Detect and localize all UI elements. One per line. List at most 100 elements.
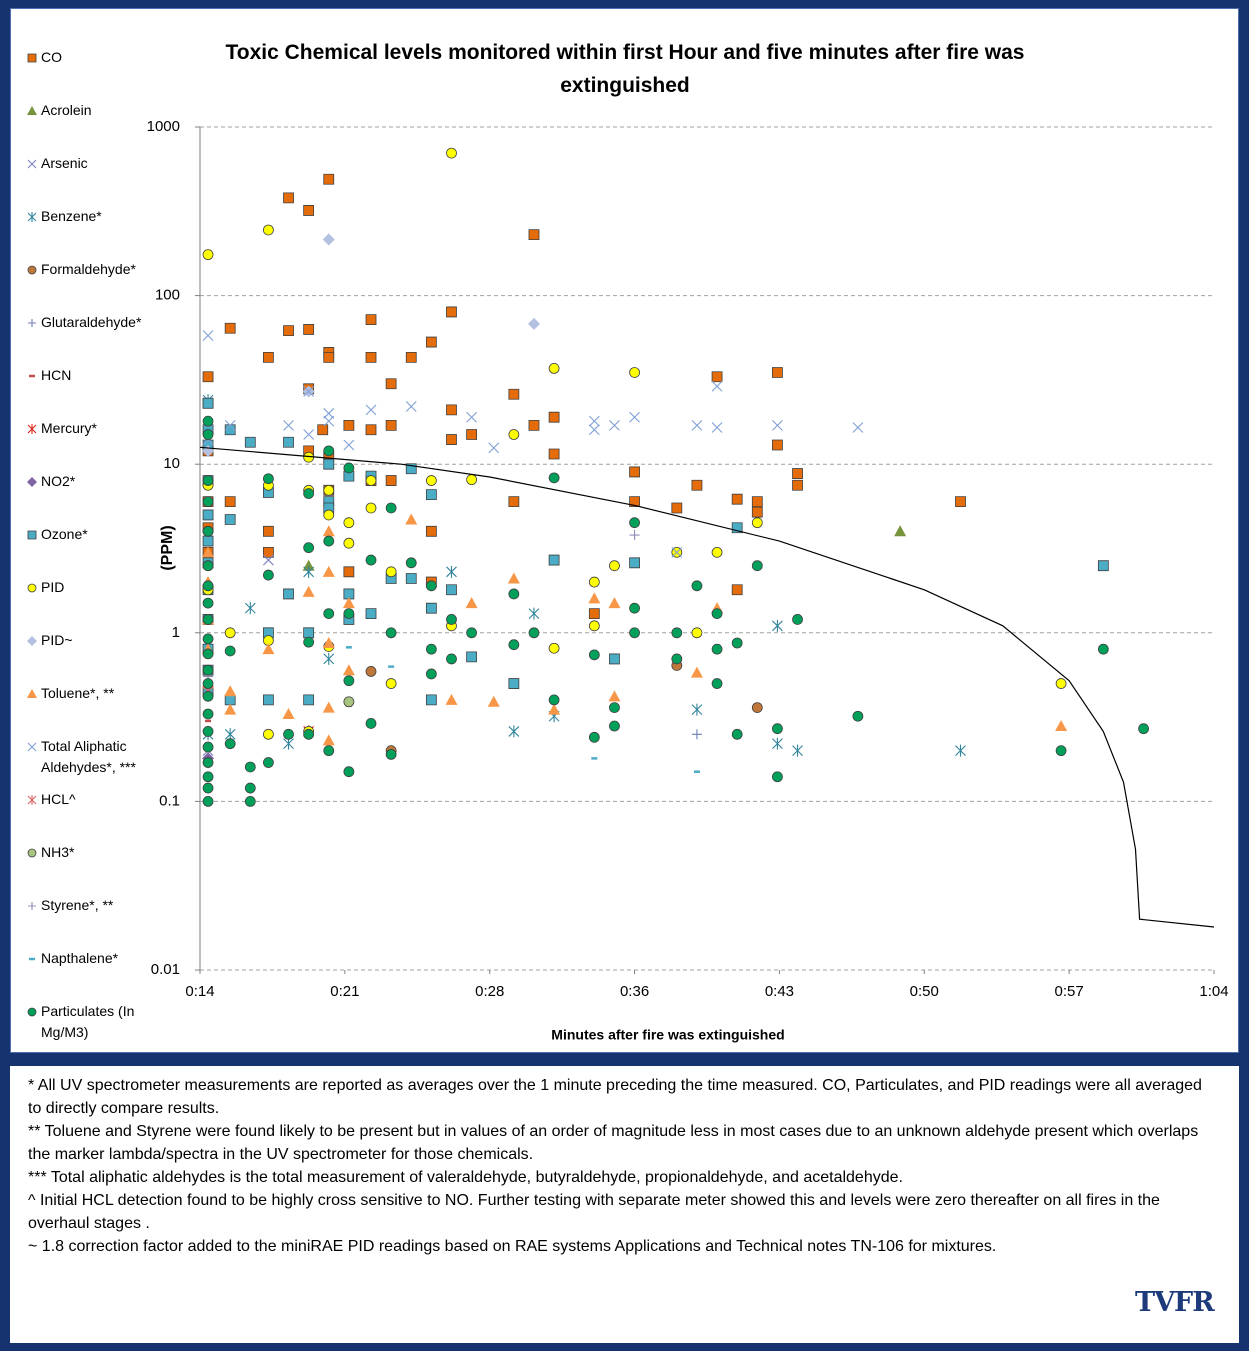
data-point: [202, 796, 214, 807]
legend-item: Acrolein: [26, 100, 144, 121]
data-point: [711, 371, 723, 383]
data-point: [548, 694, 560, 706]
data-point: [283, 728, 294, 740]
legend-item: Toluene*, **: [26, 683, 144, 704]
legend-item: Benzene*: [26, 206, 144, 227]
data-point: [548, 703, 561, 715]
legend-marker-shape: [27, 212, 37, 222]
legend-item: Napthalene*: [26, 948, 144, 969]
data-point: [343, 696, 355, 708]
data-point: [425, 602, 437, 614]
legend-marker: [27, 265, 37, 275]
data-point: [343, 766, 355, 778]
legend-marker-shape: [27, 1007, 37, 1017]
legend-label: NO2*: [41, 473, 76, 489]
data-point: [385, 419, 397, 431]
data-point: [202, 614, 214, 625]
data-point: [202, 415, 214, 427]
data-point: [1055, 720, 1068, 732]
data-point: [385, 378, 397, 390]
data-point: [343, 566, 355, 578]
note: ^ Initial HCL detection found to be high…: [28, 1192, 1160, 1232]
data-point: [365, 666, 377, 677]
legend-marker-shape: [27, 265, 37, 275]
data-point: [629, 367, 640, 378]
data-point: [1055, 678, 1067, 689]
data-point: [588, 424, 600, 436]
data-point: [302, 559, 315, 571]
data-point: [224, 424, 236, 436]
data-point: [772, 723, 783, 734]
data-point: [425, 694, 437, 706]
data-point: [365, 351, 377, 363]
data-point: [263, 627, 274, 639]
data-point: [202, 580, 214, 592]
data-point: [690, 666, 703, 678]
x-tick-label: 0:28: [475, 983, 504, 1000]
data-point: [202, 535, 214, 547]
data-point: [202, 633, 214, 645]
data-point: [731, 728, 743, 740]
data-point: [365, 554, 377, 566]
data-point: [508, 678, 520, 689]
data-point: [446, 404, 457, 416]
data-point: [323, 408, 335, 419]
legend-label: PID~: [41, 632, 73, 648]
data-point: [202, 509, 214, 521]
legend-marker-shape: [27, 159, 37, 169]
legend-item: PID~: [26, 630, 144, 651]
data-point: [955, 496, 966, 508]
data-point: [385, 749, 397, 760]
data-point: [303, 542, 315, 553]
data-point: [629, 411, 640, 423]
data-point: [466, 651, 478, 663]
data-point: [425, 580, 437, 592]
data-point: [955, 744, 966, 757]
data-point: [405, 557, 417, 569]
data-point: [488, 442, 500, 454]
legend-marker: [28, 319, 36, 327]
data-point: [446, 565, 457, 578]
data-point: [588, 731, 600, 743]
data-point: [323, 484, 335, 496]
legend-label: Toluene*, **: [41, 685, 115, 701]
data-point: [466, 474, 478, 485]
notes: * All UV spectrometer measurements are r…: [28, 1074, 1218, 1258]
data-point: [405, 573, 417, 584]
data-point: [508, 639, 520, 651]
data-point: [202, 371, 214, 383]
data-point: [343, 439, 355, 451]
data-point: [446, 614, 457, 625]
data-point: [751, 702, 763, 713]
data-point: [588, 592, 601, 604]
legend-item: CO: [26, 47, 144, 68]
data-point: [405, 401, 417, 412]
data-point: [244, 761, 256, 773]
data-point: [263, 569, 274, 581]
x-tick-label: 0:14: [185, 983, 214, 1000]
data-point: [202, 708, 214, 720]
legend-item: PID: [26, 577, 144, 598]
data-point: [263, 224, 274, 236]
data-point: [283, 325, 294, 337]
data-point: [202, 678, 214, 689]
data-point: [711, 422, 723, 433]
legend-item: Mercury*: [26, 418, 144, 439]
legend-item: NH3*: [26, 842, 144, 863]
data-point: [202, 690, 214, 702]
legend-marker-shape: [27, 53, 37, 63]
data-point: [609, 702, 620, 713]
data-point: [608, 690, 621, 702]
legend-item: HCL^: [26, 789, 144, 810]
x-tick-label: 0:21: [330, 983, 359, 1000]
data-point: [629, 466, 640, 478]
legend-item: Total Aliphatic Aldehydes*, ***: [26, 736, 144, 778]
data-point: [405, 513, 418, 525]
data-point: [609, 560, 620, 572]
legend-marker: [27, 159, 37, 169]
data-point: [343, 462, 355, 474]
data-point: [385, 627, 397, 639]
data-point: [405, 351, 417, 363]
data-point: [263, 635, 274, 646]
data-point: [343, 419, 355, 431]
